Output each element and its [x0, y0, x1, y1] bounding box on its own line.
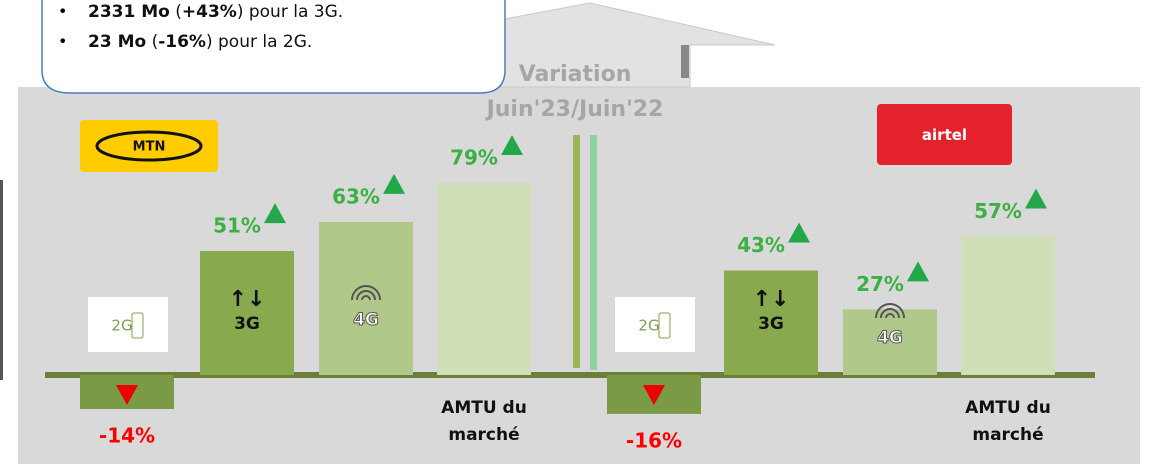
callout-part: -16% [158, 32, 206, 52]
callout-part: ( [170, 2, 182, 22]
icon-arrows: ↑↓ [753, 287, 790, 312]
category-label: AMTU du marché [965, 398, 1051, 445]
icon-wifi [885, 313, 895, 319]
value-label: 79% [450, 146, 498, 170]
value-label: -14% [99, 424, 155, 448]
value-label: 57% [974, 199, 1022, 223]
up-triangle [264, 203, 286, 224]
arrow-bar [681, 45, 689, 78]
bar [843, 309, 937, 375]
separator [590, 135, 597, 370]
icon-wifi [880, 308, 900, 319]
icon-arrows: ↑↓ [229, 287, 266, 312]
icon-phone [131, 312, 144, 339]
variation-subtitle: Juin'23/Juin'22 [485, 97, 664, 122]
value-label: 27% [856, 272, 904, 296]
logo-ring [95, 130, 203, 162]
logo-text: airtel [922, 126, 967, 144]
value-label: -16% [626, 428, 682, 452]
callout-part: ) pour la 3G. [237, 2, 343, 22]
icon-wifi [875, 303, 905, 319]
down-triangle [643, 385, 665, 405]
icon-label: 2G [638, 317, 659, 335]
callout-line: 23 Mo (-16%) pour la 2G. [88, 32, 312, 52]
category-text: AMTU du marché [965, 398, 1051, 445]
icon-wifi [351, 285, 381, 301]
value-label: 63% [332, 184, 380, 208]
icon-label: 4G [353, 310, 379, 330]
value-label: 43% [737, 233, 785, 257]
icon-box [615, 297, 695, 352]
icon-box [88, 297, 168, 352]
callout-part: ( [146, 32, 158, 52]
callout-part: 2331 Mo [88, 2, 170, 22]
category-text: AMTU du marché [441, 398, 527, 445]
up-triangle [501, 135, 523, 156]
icon-wifi [361, 295, 371, 301]
up-triangle [1025, 188, 1047, 209]
bar [200, 251, 294, 375]
bullet: • [58, 32, 67, 51]
up-triangle [788, 222, 810, 243]
callout-line: 2331 Mo (+43%) pour la 3G. [88, 2, 343, 22]
bar [961, 236, 1055, 375]
down-triangle [116, 385, 138, 405]
bar [319, 221, 413, 375]
callout-part: 23 Mo [88, 32, 146, 52]
callout-part: +43% [182, 2, 237, 22]
icon-label: 2G [111, 317, 132, 335]
callout-part: ) pour la 2G. [206, 32, 312, 52]
up-triangle [907, 261, 929, 282]
bar [724, 270, 818, 375]
variation-title: Variation [519, 62, 632, 87]
baseline [45, 372, 1095, 378]
callout-box [41, 0, 506, 94]
edge [0, 180, 3, 380]
logo-text: MTN [133, 140, 166, 155]
logo [80, 120, 218, 172]
icon-label: 3G [758, 314, 784, 334]
separator [573, 135, 580, 368]
icon-phone [658, 312, 671, 339]
bullet: • [58, 2, 67, 21]
logo [877, 104, 1012, 165]
bar [437, 183, 531, 375]
up-triangle [383, 173, 405, 194]
icon-label: 3G [234, 314, 260, 334]
value-label: 51% [213, 214, 261, 238]
icon-wifi [356, 290, 376, 301]
category-label: AMTU du marché [441, 398, 527, 445]
icon-label: 4G [877, 328, 903, 348]
